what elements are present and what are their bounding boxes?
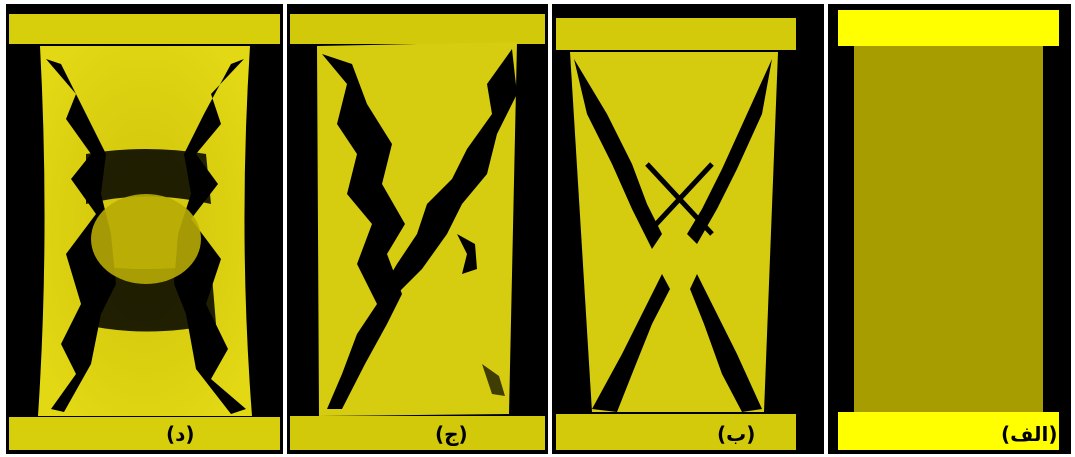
- panel-d: (د): [6, 4, 283, 454]
- crack: [687, 59, 772, 244]
- panel-label: (د): [166, 422, 195, 446]
- bottom-platen: [838, 412, 1059, 450]
- crack: [86, 149, 211, 204]
- panel-label: (ج): [435, 422, 468, 446]
- specimen-body: [854, 46, 1043, 412]
- crack: [482, 364, 505, 396]
- bottom-platen: [556, 414, 796, 450]
- top-platen: [556, 18, 796, 50]
- bottom-platen: [9, 417, 280, 450]
- specimen-d-image: [9, 14, 280, 450]
- panel-label: (ب): [717, 422, 756, 446]
- crack: [592, 274, 670, 412]
- crack: [574, 59, 662, 249]
- panel-b: (ب): [552, 4, 824, 454]
- crack: [382, 49, 517, 294]
- panel-alef: (الف): [828, 4, 1071, 454]
- specimen-b-image: [556, 18, 796, 450]
- crushed-core: [91, 194, 201, 284]
- crack: [322, 54, 405, 409]
- panel-j: (ج): [287, 4, 548, 454]
- crack: [457, 234, 477, 274]
- crack: [81, 264, 216, 332]
- panel-label: (الف): [1001, 422, 1058, 446]
- top-platen: [290, 14, 545, 44]
- specimen-body: [570, 52, 778, 412]
- bottom-platen: [290, 416, 545, 450]
- specimen-j-image: [290, 14, 545, 450]
- top-platen: [9, 14, 280, 44]
- specimen-alef-image: [838, 10, 1059, 450]
- top-platen: [838, 10, 1059, 46]
- crack: [645, 162, 714, 236]
- crack: [690, 274, 762, 412]
